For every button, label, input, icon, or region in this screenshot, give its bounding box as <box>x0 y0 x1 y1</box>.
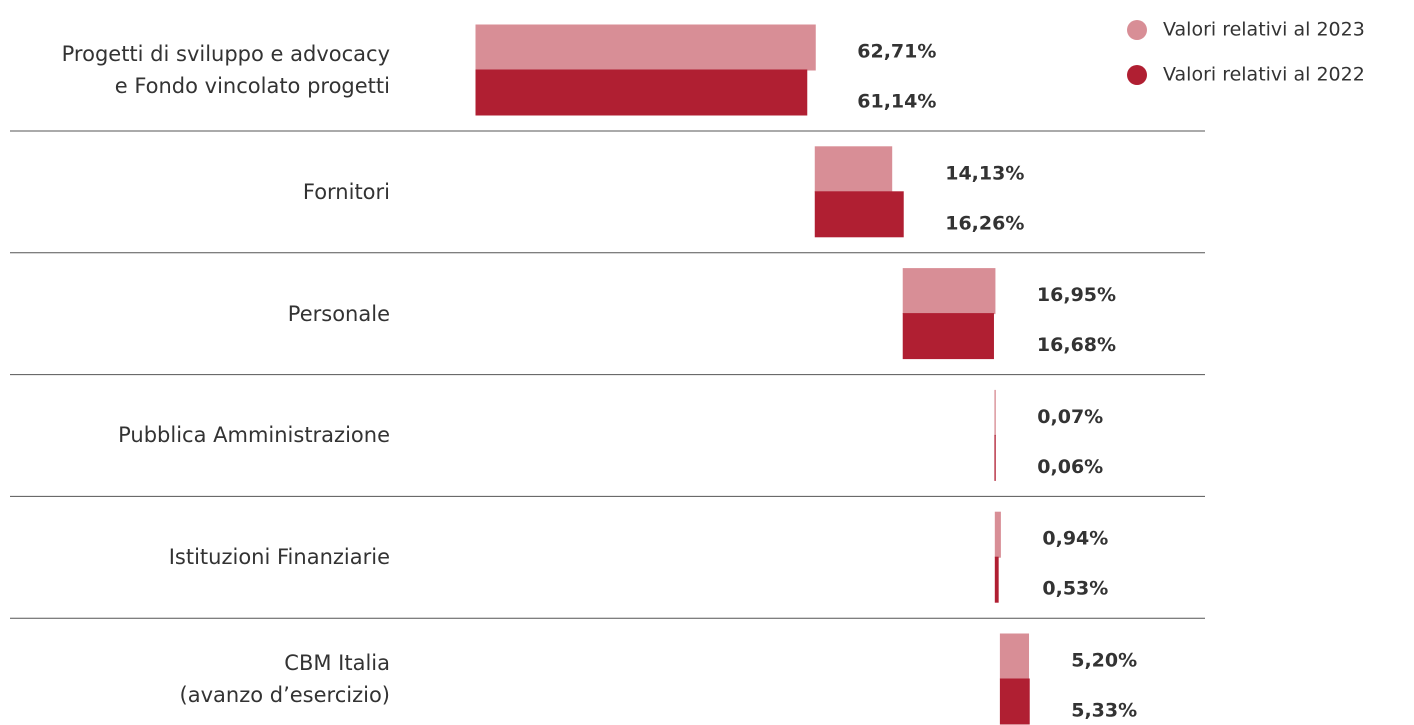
value-label: 0,07% <box>1037 406 1103 428</box>
legend-marker <box>1127 65 1147 85</box>
category-label: Istituzioni Finanziarie <box>168 545 390 570</box>
bar <box>475 24 816 71</box>
value-label: 61,14% <box>857 91 936 113</box>
value-label: 14,13% <box>945 162 1024 184</box>
bar <box>902 268 996 315</box>
category-label: Pubblica Amministrazione <box>118 423 390 448</box>
bar <box>994 511 1001 558</box>
value-label: 16,26% <box>945 212 1024 234</box>
category-label: Personale <box>287 301 390 326</box>
legend-marker <box>1127 20 1147 40</box>
category-label: Progetti di sviluppo e advocacy e Fondo … <box>61 42 390 98</box>
legend-label: Valori relativi al 2022 <box>1163 64 1365 86</box>
bar <box>814 191 904 238</box>
value-label: 62,71% <box>857 41 936 63</box>
value-label: 16,68% <box>1037 334 1116 356</box>
legend-label: Valori relativi al 2023 <box>1163 19 1365 41</box>
value-label: 5,20% <box>1071 650 1137 672</box>
bar <box>994 556 999 603</box>
value-label: 5,33% <box>1071 700 1137 722</box>
category-label: Fornitori <box>302 179 390 204</box>
bar <box>999 633 1030 680</box>
bar <box>475 69 808 116</box>
bar <box>999 678 1030 725</box>
bar <box>814 146 893 193</box>
value-label: 0,06% <box>1037 456 1103 478</box>
value-label: 16,95% <box>1037 284 1116 306</box>
value-label: 0,53% <box>1042 578 1108 600</box>
value-label: 0,94% <box>1042 528 1108 550</box>
category-label: CBM Italia (avanzo d’esercizio) <box>179 651 390 707</box>
bar <box>902 313 994 360</box>
